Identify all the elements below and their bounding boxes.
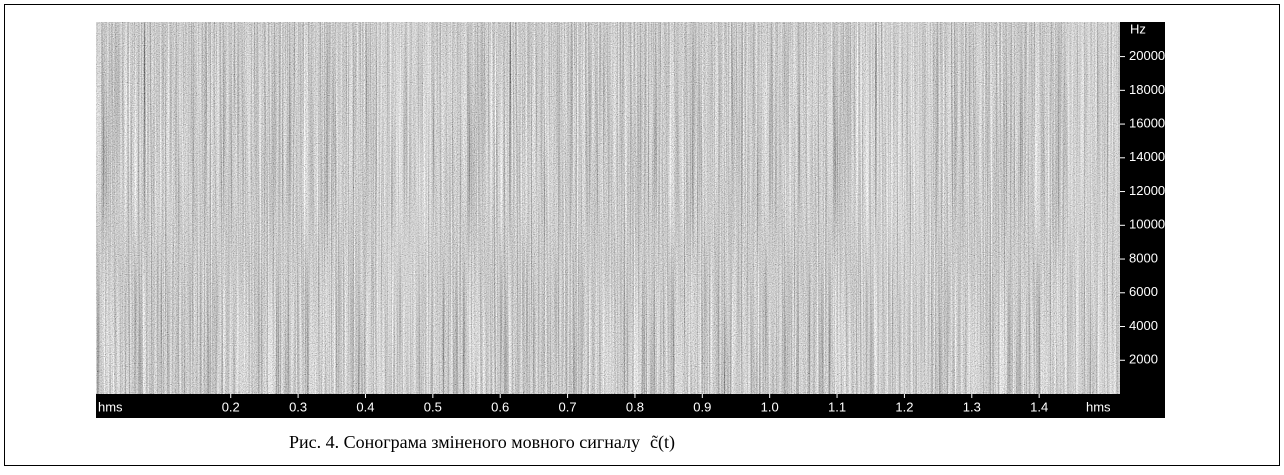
x-tick-label: 0.2 [222,399,240,414]
x-tick-label: 1.3 [963,399,981,414]
spectrogram [96,22,1120,394]
y-tick-label: 8000 [1129,250,1158,265]
light-band [860,22,930,394]
caption-formula: c̃(t) [650,432,675,453]
x-tick-label: 0.6 [491,399,509,414]
x-tick-label: 1.4 [1030,399,1048,414]
x-tick-label: 1.0 [761,399,779,414]
x-tick-label: 0.7 [559,399,577,414]
y-tick-label: 14000 [1129,149,1165,164]
y-tick-label: 20000 [1129,48,1165,63]
x-tick-label: 0.8 [626,399,644,414]
light-band [375,22,435,394]
y-tick-label: 6000 [1129,284,1158,299]
x-unit: hms [1086,399,1111,414]
y-tick-label: 10000 [1129,217,1165,232]
y-tick-label: 16000 [1129,116,1165,131]
y-tick-label: 18000 [1129,82,1165,97]
y-unit: Hz [1130,21,1146,36]
x-unit: hms [98,399,123,414]
x-tick-label: 0.4 [356,399,374,414]
caption: Рис. 4. Сонограма зміненого мовного сигн… [289,432,640,452]
x-tick-label: 0.3 [289,399,307,414]
x-tick-label: 0.9 [693,399,711,414]
figure: Hz hms hms Рис. 4. Сонограма зміненого м… [0,0,1284,470]
y-axis-panel [1120,22,1165,394]
x-tick-label: 1.2 [895,399,913,414]
light-band [1065,22,1120,394]
x-tick-label: 1.1 [828,399,846,414]
y-tick-label: 2000 [1129,352,1158,367]
y-tick-label: 12000 [1129,183,1165,198]
y-tick-label: 4000 [1129,318,1158,333]
x-tick-label: 0.5 [424,399,442,414]
